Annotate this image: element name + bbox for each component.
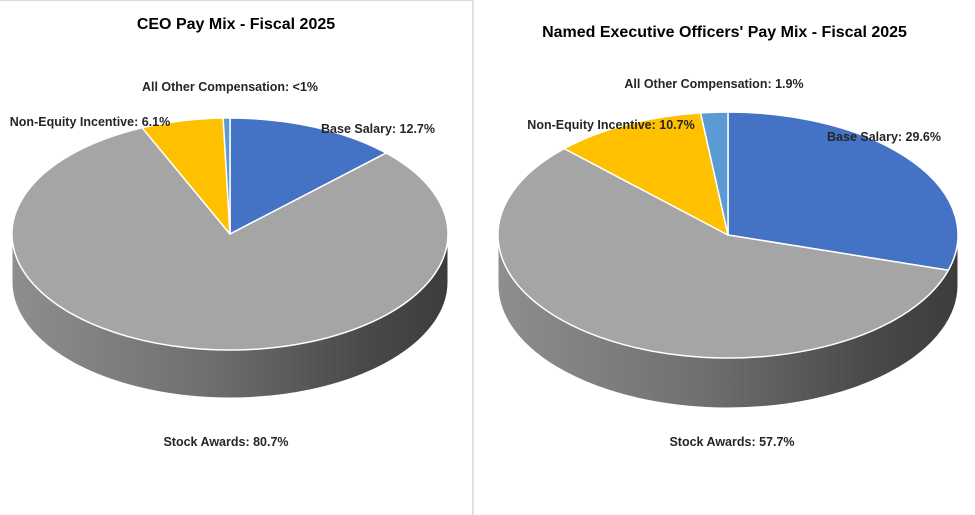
neo-chart-title: Named Executive Officers' Pay Mix - Fisc… [542,24,907,41]
neo-slice-non-equity-incentive [563,112,729,236]
neo-pie-svg: Base Salary: 29.6% Stock Awards: 57.7% Non… [497,77,959,449]
ceo-slice-base-salary [229,117,387,235]
neo-slice-stock-awards [497,147,950,359]
ceo-slice-stock-awards [11,127,449,351]
ceo-slice-all-other-compensation [222,117,231,235]
neo-slice-base-salary [727,111,959,272]
panel-divider [472,0,474,515]
ceo-pie-svg: Base Salary: 12.7% Stock Awards: 80.7% Non… [10,80,449,449]
neo-label-non-equity-incentive: Non-Equity Incentive: 10.7% [527,118,694,132]
ceo-label-non-equity-incentive: Non-Equity Incentive: 6.1% [10,115,170,129]
neo-pay-mix-chart: Named Executive Officers' Pay Mix - Fisc… [474,0,975,515]
ceo-label-base-salary: Base Salary: 12.7% [321,122,435,136]
neo-label-stock-awards: Stock Awards: 57.7% [669,435,794,449]
ceo-pay-mix-chart: CEO Pay Mix - Fiscal 2025 Base Salary: 1… [0,0,472,515]
neo-label-base-salary: Base Salary: 29.6% [827,130,941,144]
neo-label-all-other-compensation: All Other Compensation: 1.9% [624,77,803,91]
ceo-label-all-other-compensation: All Other Compensation: <1% [142,80,318,94]
ceo-chart-title: CEO Pay Mix - Fiscal 2025 [136,16,336,33]
neo-slice-all-other-compensation [699,111,729,236]
ceo-label-stock-awards: Stock Awards: 80.7% [163,435,288,449]
